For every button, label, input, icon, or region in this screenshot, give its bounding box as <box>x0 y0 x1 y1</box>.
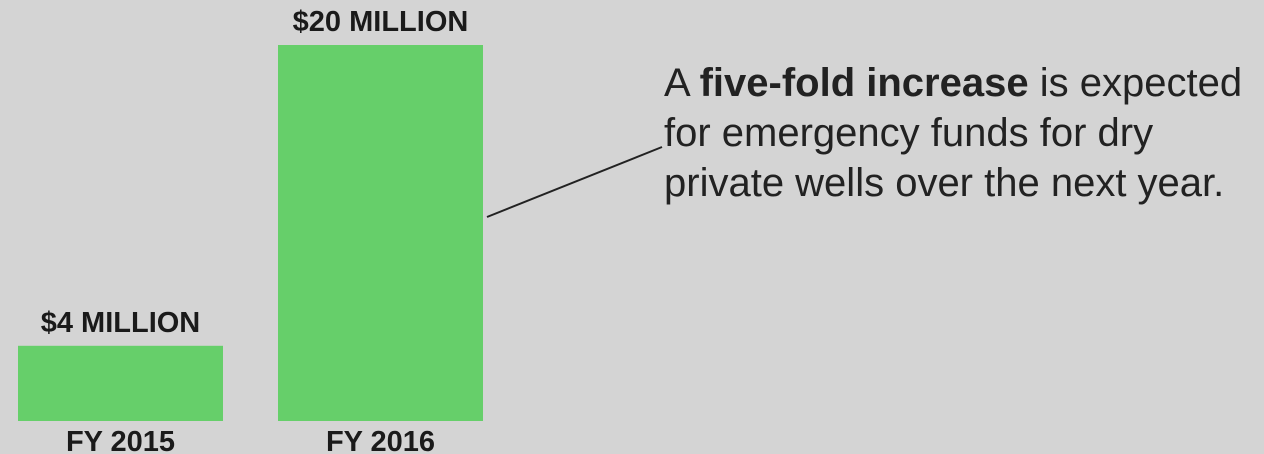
annotation-prefix: A <box>664 61 700 105</box>
bar-fy-2016 <box>278 45 483 421</box>
annotation-suffix: is expected for emergency funds for dry … <box>664 61 1243 205</box>
bars-group <box>18 45 483 421</box>
category-labels-group: FY 2015 FY 2016 <box>66 426 435 454</box>
value-labels-group: $4 MILLION $20 MILLION <box>41 6 469 339</box>
value-label-fy-2015: $4 MILLION <box>41 307 201 339</box>
category-label-fy-2016: FY 2016 <box>326 426 435 454</box>
value-label-fy-2016: $20 MILLION <box>293 6 469 38</box>
bar-fy-2015 <box>18 345 223 421</box>
annotation-emphasis: five-fold increase <box>699 61 1029 105</box>
annotation-text: A five-fold increase is expected for eme… <box>664 58 1264 208</box>
annotation-leader-line <box>486 146 663 218</box>
category-label-fy-2015: FY 2015 <box>66 426 175 454</box>
